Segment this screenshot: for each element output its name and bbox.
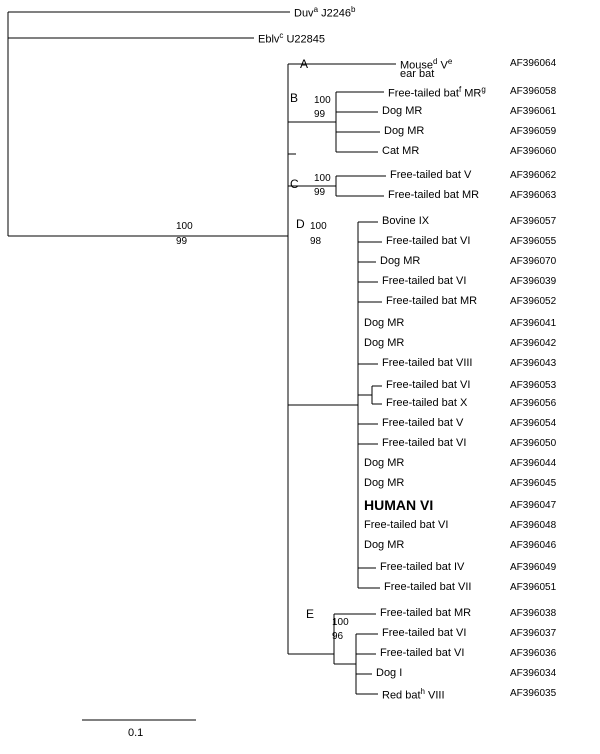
acc-b_ftb: AF396058: [510, 87, 556, 97]
acc-d_ftb6: AF396056: [510, 399, 556, 409]
tip-b_dog1: Dog MR: [382, 106, 422, 117]
acc-d_dog6: AF396046: [510, 541, 556, 551]
acc-d_dog2: AF396041: [510, 319, 556, 329]
tip-d_ftb3: Free-tailed bat MR: [386, 296, 477, 307]
acc-d_ftb1: AF396055: [510, 237, 556, 247]
support-supB-top: 100: [314, 96, 331, 106]
tip-e_dog: Dog I: [376, 668, 402, 679]
acc-e_ftb2: AF396037: [510, 629, 556, 639]
acc-e_ftb3: AF396036: [510, 649, 556, 659]
support-supB-bottom: 99: [314, 110, 325, 120]
tip-b_cat: Cat MR: [382, 146, 419, 157]
acc-d_ftb7: AF396054: [510, 419, 556, 429]
tip-d_ftb8: Free-tailed bat VI: [382, 438, 466, 449]
acc-e_red: AF396035: [510, 689, 556, 699]
tip-d_dog2: Dog MR: [364, 318, 404, 329]
support-main-bottom: 99: [176, 237, 187, 247]
support-main-top: 100: [176, 222, 193, 232]
support-supC-top: 100: [314, 174, 331, 184]
tip-b_dog2: Dog MR: [384, 126, 424, 137]
acc-d_ftb9: AF396048: [510, 521, 556, 531]
tip-d_dog1: Dog MR: [380, 256, 420, 267]
tip-d_dog3: Dog MR: [364, 338, 404, 349]
outgroup-duv: Duva J2246b: [294, 6, 356, 20]
acc-d_ftb3: AF396052: [510, 297, 556, 307]
acc-d_human: AF396047: [510, 501, 556, 511]
support-supD-top: 100: [310, 222, 327, 232]
outgroup-eblv: Eblvc U22845: [258, 32, 325, 46]
tip-e_ftb2: Free-tailed bat VI: [382, 628, 466, 639]
tip-d_ftb6: Free-tailed bat X: [386, 398, 467, 409]
tip-d_ftb7: Free-tailed bat V: [382, 418, 463, 429]
tip-d_ftb1: Free-tailed bat VI: [386, 236, 470, 247]
acc-d_ftb11: AF396051: [510, 583, 556, 593]
acc-d_ftb5: AF396053: [510, 381, 556, 391]
tip-a_mouse-line2: ear bat: [400, 69, 434, 80]
clade-label-B: B: [290, 92, 298, 104]
tip-d_dog4: Dog MR: [364, 458, 404, 469]
tip-d_dog5: Dog MR: [364, 478, 404, 489]
support-supE-top: 100: [332, 618, 349, 628]
tip-main: Eblv: [258, 34, 279, 46]
tip-main: Duv: [294, 8, 314, 20]
acc-d_ftb4: AF396043: [510, 359, 556, 369]
acc-d_dog5: AF396045: [510, 479, 556, 489]
tip-d_ftb2: Free-tailed bat VI: [382, 276, 466, 287]
tip-e_ftb1: Free-tailed bat MR: [380, 608, 471, 619]
acc-d_ftb2: AF396039: [510, 277, 556, 287]
tip-d_ftb5: Free-tailed bat VI: [386, 380, 470, 391]
acc-b_cat: AF396060: [510, 147, 556, 157]
support-supC-bottom: 99: [314, 188, 325, 198]
acc-c_ftb2: AF396063: [510, 191, 556, 201]
tip-c_ftb1: Free-tailed bat V: [390, 170, 471, 181]
tip-e_red: Red bath VIII: [382, 688, 445, 702]
acc-e_ftb1: AF396038: [510, 609, 556, 619]
tip-c_ftb2: Free-tailed bat MR: [388, 190, 479, 201]
tip-d_human: HUMAN VI: [364, 498, 433, 512]
tip-d_ftb9: Free-tailed bat VI: [364, 520, 448, 531]
acc-d_ftb10: AF396049: [510, 563, 556, 573]
acc-a_mouse: AF396064: [510, 59, 556, 69]
clade-label-E: E: [306, 608, 314, 620]
acc-b_dog1: AF396061: [510, 107, 556, 117]
tip-d_ftb11: Free-tailed bat VII: [384, 582, 471, 593]
clade-label-C: C: [290, 178, 299, 190]
acc-c_ftb1: AF396062: [510, 171, 556, 181]
acc-b_dog2: AF396059: [510, 127, 556, 137]
acc-d_dog3: AF396042: [510, 339, 556, 349]
clade-label-D: D: [296, 218, 305, 230]
acc-e_dog: AF396034: [510, 669, 556, 679]
tip-d_ftb4: Free-tailed bat VIII: [382, 358, 473, 369]
tip-b_ftb: Free-tailed batf MRg: [388, 86, 486, 100]
clade-label-A: A: [300, 58, 308, 70]
support-supE-bottom: 96: [332, 632, 343, 642]
acc-d_dog4: AF396044: [510, 459, 556, 469]
scale-label: 0.1: [128, 728, 143, 739]
tip-d_ftb10: Free-tailed bat IV: [380, 562, 464, 573]
acc-d_dog1: AF396070: [510, 257, 556, 267]
tip-e_ftb3: Free-tailed bat VI: [380, 648, 464, 659]
acc-d_ftb8: AF396050: [510, 439, 556, 449]
tip-d_dog6: Dog MR: [364, 540, 404, 551]
tip-d_bov: Bovine IX: [382, 216, 429, 227]
support-supD-bottom: 98: [310, 237, 321, 247]
acc-d_bov: AF396057: [510, 217, 556, 227]
